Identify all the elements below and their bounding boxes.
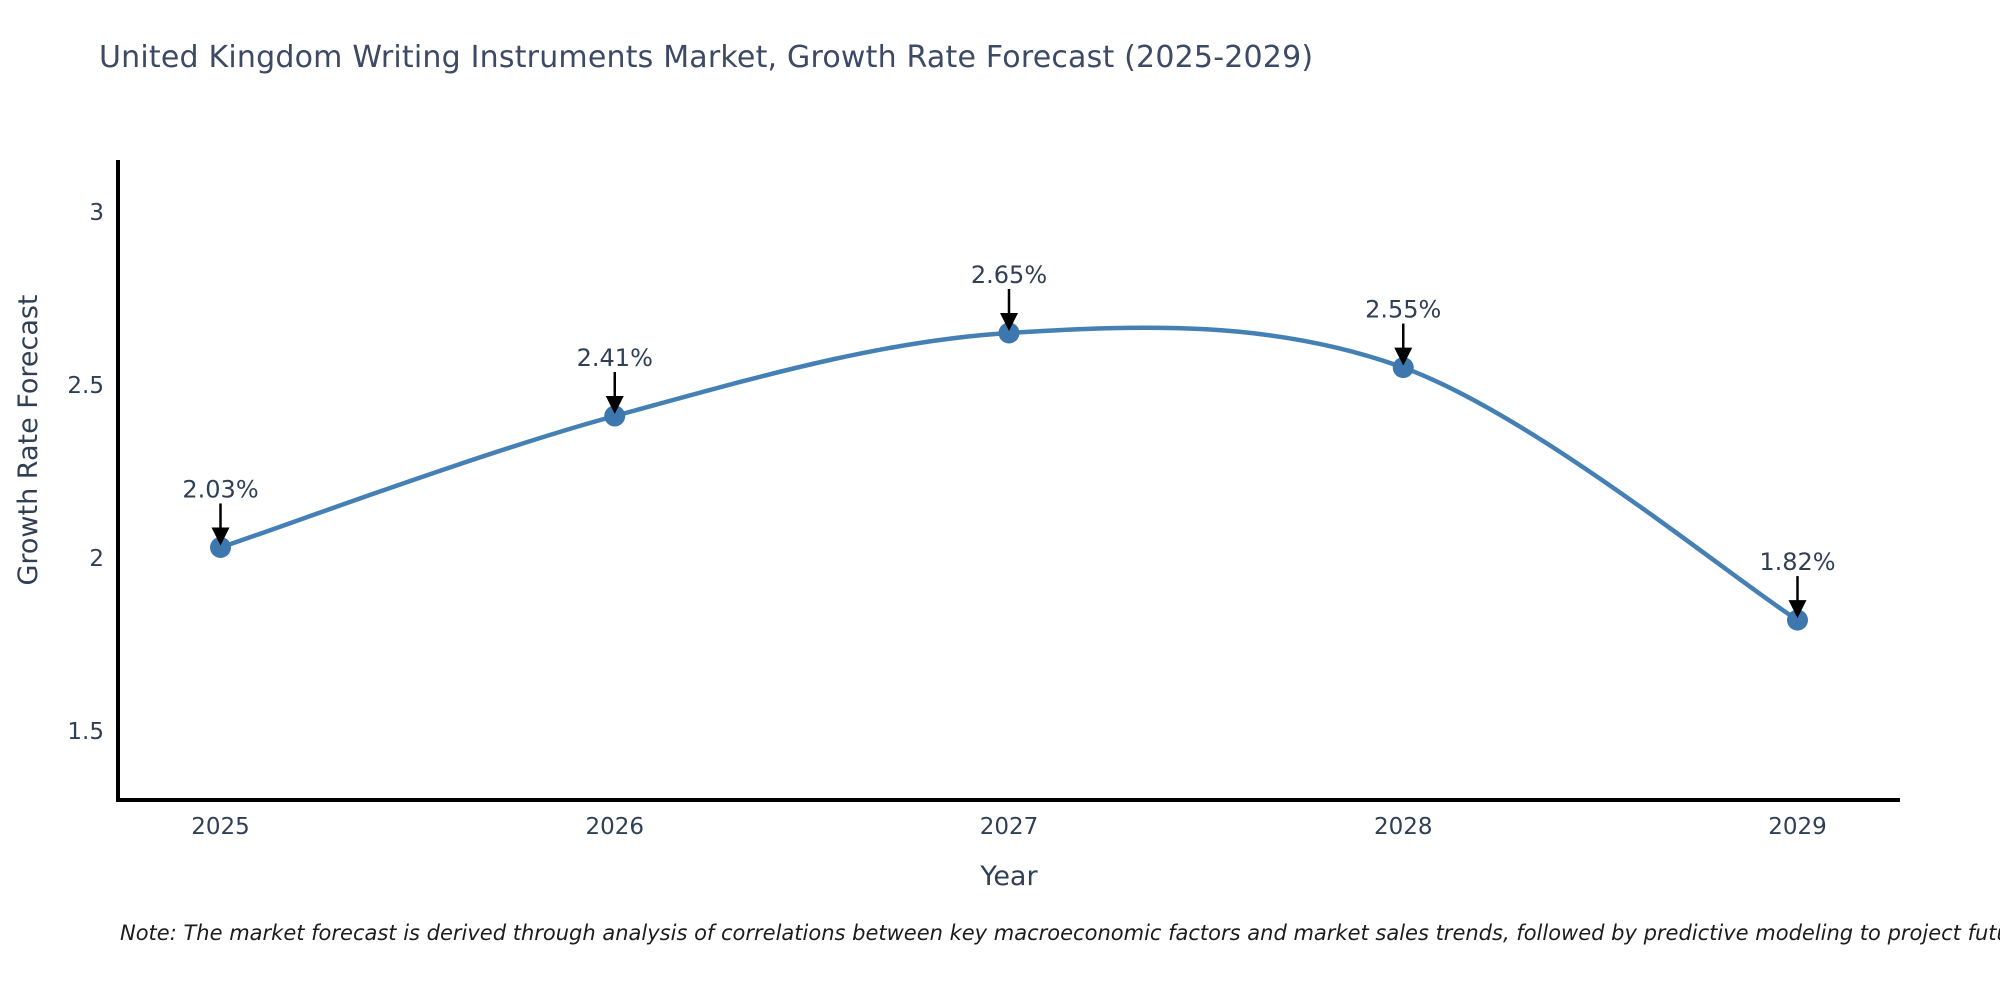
x-axis-title: Year bbox=[979, 861, 1038, 892]
x-tick-label: 2026 bbox=[585, 814, 644, 840]
data-point-label: 1.82% bbox=[1759, 548, 1835, 576]
data-point-label: 2.55% bbox=[1365, 296, 1441, 324]
y-axis-title: Growth Rate Forecast bbox=[13, 294, 44, 585]
data-point-label: 2.65% bbox=[971, 261, 1047, 289]
y-tick-label: 3 bbox=[89, 200, 104, 226]
y-tick-label: 2 bbox=[89, 546, 104, 572]
annotation-arrow-head bbox=[1394, 347, 1413, 366]
annotation-arrow-head bbox=[605, 396, 624, 414]
annotation-arrow-head bbox=[211, 527, 230, 546]
data-point[interactable] bbox=[1392, 357, 1414, 379]
chart-title: United Kingdom Writing Instruments Marke… bbox=[99, 40, 1314, 75]
data-point[interactable] bbox=[1786, 609, 1808, 631]
footnote: Note: The market forecast is derived thr… bbox=[120, 921, 2000, 945]
annotation-arrow-head bbox=[1000, 312, 1018, 331]
x-tick-label: 2028 bbox=[1374, 814, 1433, 840]
x-tick-label: 2029 bbox=[1768, 814, 1827, 840]
annotation-arrow-head bbox=[1788, 600, 1807, 619]
y-tick-label: 1.5 bbox=[67, 719, 104, 745]
x-tick-label: 2025 bbox=[191, 814, 250, 840]
forecast-line bbox=[218, 325, 1800, 623]
data-point[interactable] bbox=[604, 405, 626, 427]
data-point-label: 2.41% bbox=[577, 344, 653, 372]
data-point-label: 2.03% bbox=[182, 475, 258, 503]
data-point[interactable] bbox=[998, 322, 1020, 344]
x-tick-label: 2027 bbox=[980, 814, 1039, 840]
y-tick-label: 2.5 bbox=[67, 373, 104, 399]
data-point[interactable] bbox=[210, 536, 232, 558]
